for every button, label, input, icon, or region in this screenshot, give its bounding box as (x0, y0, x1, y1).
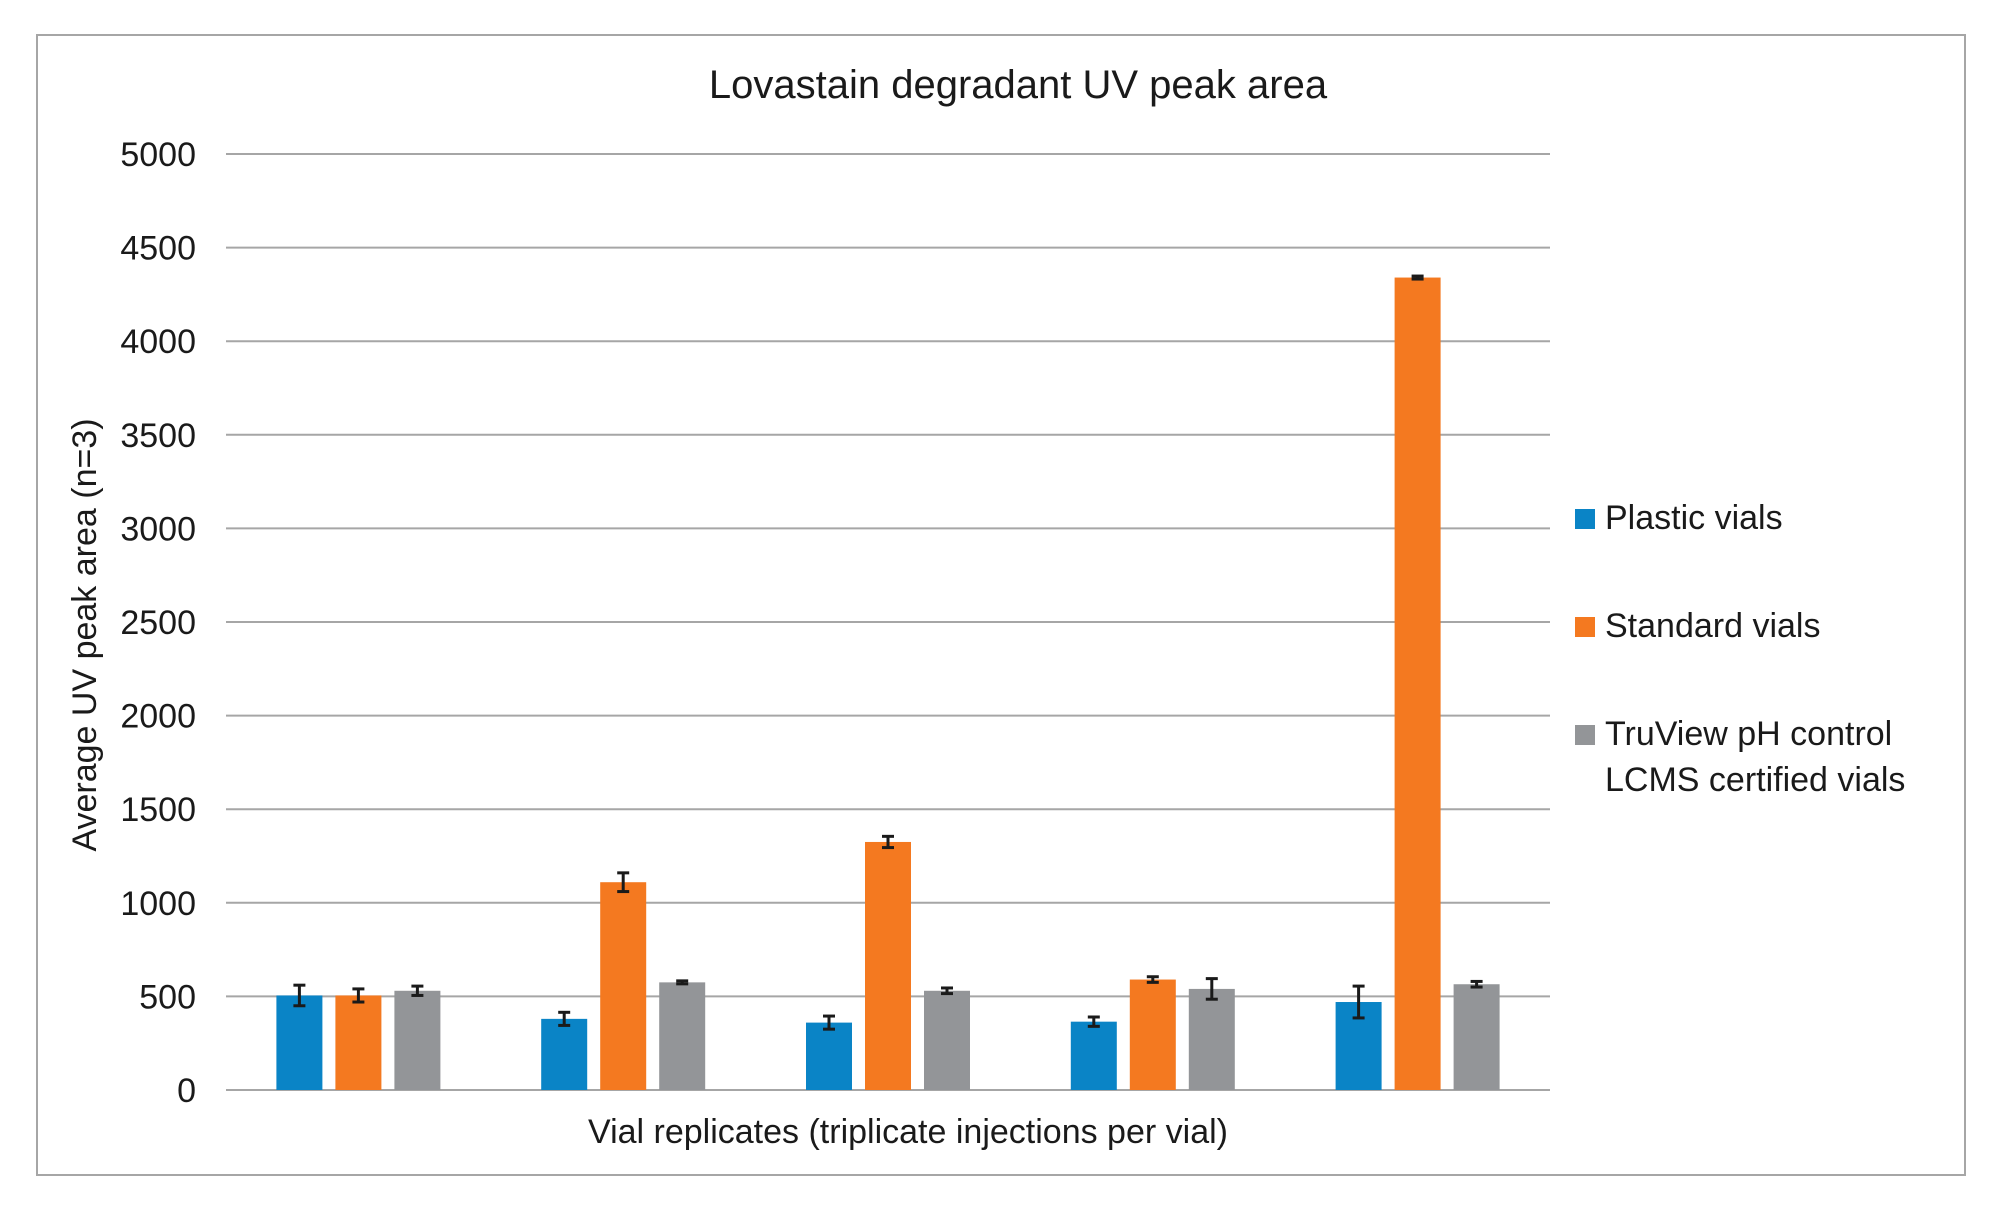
error-bar-series0-group1 (558, 1010, 571, 1027)
bar-series0-group3 (1070, 1021, 1117, 1090)
error-bar-series2-group0 (411, 984, 424, 997)
bar-series0-group2 (806, 1022, 852, 1090)
legend-label-truview-vials: TruView pH control LCMS certified vials (1605, 715, 1906, 799)
error-bar-series1-group4 (1411, 274, 1424, 281)
legend-item-plastic-vials: Plastic vials (1575, 495, 1975, 541)
legend-item-standard-vials: Standard vials (1575, 603, 1975, 649)
chart-title: Lovastain degradant UV peak area (709, 63, 1328, 107)
y-tick-label-1500: 1500 (120, 791, 196, 829)
y-tick-label-4000: 4000 (120, 323, 196, 361)
y-tick-label-4500: 4500 (120, 230, 196, 268)
bar-series1-group2 (865, 841, 911, 1090)
error-bar-series2-group3 (1205, 977, 1218, 1001)
y-tick-label-5000: 5000 (120, 136, 196, 174)
error-bar-series0-group3 (1087, 1015, 1100, 1028)
legend-label-standard-vials: Standard vials (1605, 607, 1821, 645)
error-bar-series0-group4 (1352, 984, 1365, 1020)
bar-series1-group0 (335, 995, 382, 1090)
y-tick-label-3000: 3000 (120, 510, 196, 548)
x-axis-label: Vial replicates (triplicate injections p… (588, 1113, 1228, 1151)
bar-series1-group4 (1394, 277, 1441, 1090)
error-bar-series2-group1 (676, 979, 689, 986)
legend-swatch-truview-vials (1575, 725, 1595, 745)
y-axis-label: Average UV peak area (n=3) (66, 418, 104, 851)
y-tick-label-0: 0 (177, 1072, 196, 1110)
y-tick-label-2500: 2500 (120, 604, 196, 642)
error-bar-series1-group0 (352, 987, 365, 1004)
legend-swatch-standard-vials (1575, 617, 1595, 637)
bar-series2-group1 (659, 982, 706, 1090)
error-bar-series0-group0 (293, 983, 306, 1008)
bar-series0-group1 (541, 1018, 588, 1090)
error-bar-series1-group2 (882, 834, 894, 850)
y-tick-label-500: 500 (139, 978, 196, 1016)
bar-series1-group1 (600, 882, 647, 1090)
error-bar-series1-group3 (1146, 975, 1159, 984)
legend-label-plastic-vials: Plastic vials (1605, 499, 1783, 537)
chart-frame (36, 34, 1966, 1176)
y-tick-label-3500: 3500 (120, 417, 196, 455)
error-bar-series2-group2 (941, 986, 953, 996)
legend-item-truview-vials: TruView pH control LCMS certified vials (1575, 711, 1975, 803)
error-bar-series1-group1 (617, 871, 630, 894)
error-bar-series0-group2 (823, 1014, 835, 1031)
bar-series1-group3 (1129, 979, 1176, 1090)
bar-series0-group0 (276, 995, 323, 1090)
bar-series2-group2 (924, 990, 970, 1090)
y-tick-label-1000: 1000 (120, 885, 196, 923)
legend: Plastic vials Standard vials TruView pH … (1575, 495, 1975, 865)
bar-series2-group0 (394, 990, 441, 1090)
y-tick-label-2000: 2000 (120, 698, 196, 736)
error-bar-series2-group4 (1470, 979, 1483, 989)
bar-series2-group3 (1188, 988, 1235, 1090)
bar-series2-group4 (1453, 984, 1500, 1090)
legend-swatch-plastic-vials (1575, 509, 1595, 529)
